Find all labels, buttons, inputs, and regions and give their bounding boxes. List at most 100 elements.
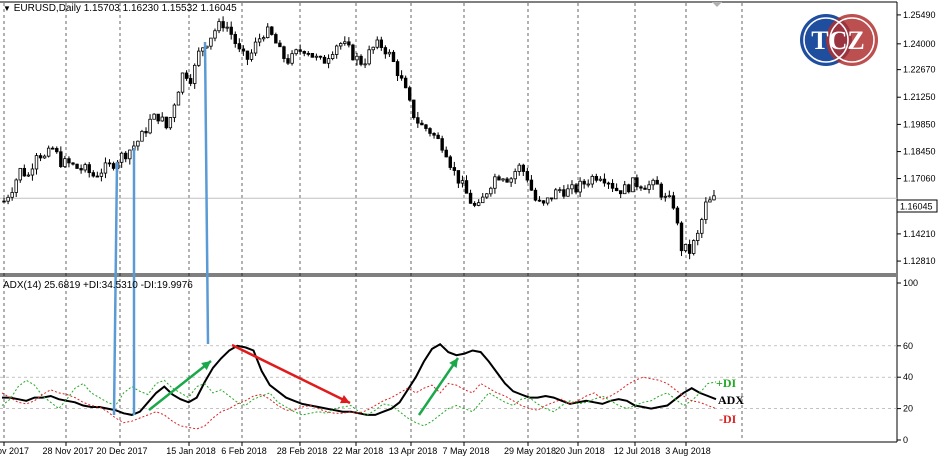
- candle: [525, 167, 530, 183]
- candle: [683, 244, 688, 253]
- candle: [383, 45, 388, 59]
- candle: [83, 162, 87, 173]
- candle: [472, 201, 477, 208]
- candle: [156, 113, 160, 125]
- candle: [712, 190, 716, 201]
- candle: [691, 239, 696, 256]
- time-label: 20 Jun 2018: [555, 446, 605, 456]
- candle: [221, 16, 225, 32]
- candle: [322, 55, 327, 64]
- candle: [700, 217, 704, 239]
- price-tick-label: 1.14210: [903, 229, 936, 239]
- candle: [468, 189, 473, 204]
- candle: [570, 180, 574, 195]
- candle: [509, 176, 513, 187]
- logo-right-circle: [826, 14, 878, 66]
- candle: [164, 116, 169, 130]
- candle: [63, 155, 67, 168]
- candle: [481, 192, 485, 204]
- candle: [643, 185, 647, 190]
- candle: [343, 36, 347, 46]
- candle: [476, 199, 481, 207]
- candle: [493, 173, 497, 194]
- candle: [119, 151, 124, 168]
- candle: [704, 197, 708, 224]
- candle: [233, 31, 237, 48]
- candle: [184, 70, 189, 81]
- price-tick-label: 1.12810: [903, 256, 936, 266]
- candle: [618, 190, 623, 199]
- candle: [602, 173, 607, 187]
- candle: [363, 58, 367, 68]
- price-tick-label: 1.24000: [903, 39, 936, 49]
- candle: [399, 70, 404, 81]
- candle: [639, 185, 643, 191]
- candle: [631, 177, 635, 193]
- candle: [582, 179, 586, 189]
- candle: [448, 155, 452, 171]
- panel-separator[interactable]: [0, 273, 897, 277]
- candle: [598, 176, 603, 182]
- candle: [172, 103, 177, 123]
- candle: [180, 72, 185, 95]
- candle: [440, 135, 444, 153]
- logo-ring-right: [829, 17, 875, 63]
- candle: [99, 168, 104, 182]
- indicator-tick-label: 40: [903, 372, 913, 382]
- tcz-logo: TCZ: [800, 14, 878, 66]
- shift-marker-icon[interactable]: [712, 2, 722, 7]
- price-tick-label: 1.19850: [903, 119, 936, 129]
- candle: [359, 54, 363, 67]
- candle: [339, 42, 343, 50]
- candle: [395, 59, 400, 81]
- price-tick-label: 1.17060: [903, 174, 936, 184]
- candle: [541, 200, 546, 206]
- candle: [517, 163, 521, 176]
- candle: [209, 37, 213, 50]
- candle: [558, 187, 562, 194]
- indicator-tick-label: 20: [903, 404, 913, 414]
- candle: [627, 183, 631, 194]
- plus-di-line: [1, 379, 717, 427]
- candle: [521, 163, 526, 177]
- time-label: 29 May 2018: [504, 446, 556, 456]
- indicator-axis[interactable]: 100 60 40 20 0: [897, 278, 918, 445]
- time-label: 5 Nov 2017: [0, 446, 29, 456]
- candle: [18, 167, 22, 183]
- candle: [266, 23, 270, 39]
- candle: [270, 25, 274, 36]
- candle: [537, 196, 542, 202]
- candle: [444, 146, 448, 158]
- candle: [347, 37, 351, 48]
- candle: [428, 127, 432, 137]
- candle: [505, 177, 509, 183]
- candle: [140, 129, 144, 142]
- candle: [675, 206, 680, 226]
- candle: [647, 180, 651, 194]
- plus-di-label: +DI: [716, 376, 737, 390]
- price-axis[interactable]: 1.25490 1.24000 1.22670 1.21250 1.19850 1.184…: [897, 10, 936, 266]
- adx-label: ADX: [718, 393, 744, 407]
- price-tick-label: 1.21250: [903, 92, 936, 102]
- candle: [590, 174, 594, 188]
- candle: [201, 47, 205, 57]
- candle: [578, 177, 582, 198]
- candle: [298, 44, 302, 55]
- candle: [326, 54, 331, 69]
- candle: [75, 163, 79, 169]
- candle: [614, 183, 619, 192]
- candle: [192, 63, 197, 89]
- candle: [403, 75, 408, 89]
- candle: [586, 179, 590, 188]
- candle: [549, 197, 554, 202]
- candle: [197, 47, 201, 67]
- candle: [71, 162, 75, 166]
- candle: [176, 91, 181, 106]
- candle: [128, 149, 132, 165]
- minus-di-label: -DI: [719, 412, 737, 426]
- candle: [708, 196, 712, 203]
- indicator-tick-label: 100: [903, 278, 918, 288]
